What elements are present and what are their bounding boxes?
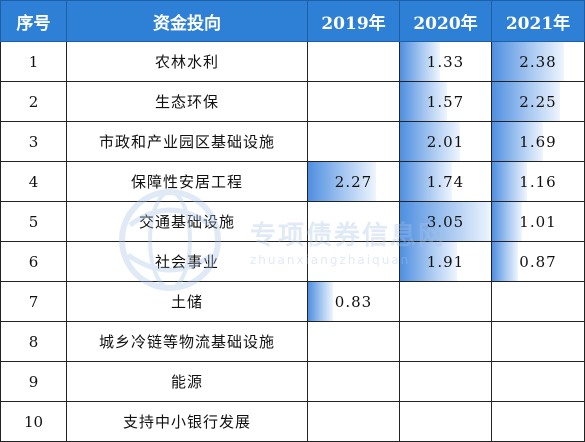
data-bar [492, 162, 527, 201]
cell-y2019 [307, 321, 400, 362]
cell-y2019 [307, 121, 400, 162]
cell-value: 2.38 [519, 52, 557, 71]
cell-y2021: 2.38 [491, 41, 585, 82]
data-bar [308, 162, 376, 201]
cell-y2019 [307, 401, 400, 442]
header-2021: 2021年 [491, 0, 585, 42]
row-index: 2 [0, 81, 67, 122]
cell-y2021: 2.25 [491, 81, 585, 122]
row-investment: 市政和产业园区基础设施 [66, 121, 308, 162]
row-investment: 社会事业 [66, 241, 308, 282]
cell-value: 2.27 [334, 172, 373, 191]
table-row: 6 社会事业 1.91 0.87 [0, 241, 585, 282]
row-index: 1 [0, 41, 67, 82]
cell-y2021: 1.69 [491, 121, 585, 162]
table-row: 7 土储 0.83 [0, 281, 585, 322]
cell-y2020: 1.33 [399, 41, 492, 82]
row-index: 7 [0, 281, 67, 322]
cell-value: 0.83 [334, 292, 373, 311]
cell-y2019 [307, 361, 400, 402]
row-investment: 保障性安居工程 [66, 161, 308, 202]
cell-value: 1.57 [426, 92, 465, 111]
header-2020: 2020年 [399, 0, 492, 42]
cell-y2020 [399, 401, 492, 442]
data-bar [492, 42, 564, 81]
cell-value: 3.05 [426, 212, 465, 231]
data-bar [492, 122, 543, 161]
cell-value: 2.25 [519, 92, 557, 111]
cell-y2020 [399, 281, 492, 322]
row-index: 8 [0, 321, 67, 362]
cell-y2021 [491, 281, 585, 322]
row-investment: 农林水利 [66, 41, 308, 82]
table-row: 4 保障性安居工程 2.27 1.74 1.16 [0, 161, 585, 202]
cell-y2021: 0.87 [491, 241, 585, 282]
cell-value: 1.16 [519, 172, 557, 191]
data-bar [400, 202, 491, 241]
row-index: 10 [0, 401, 67, 442]
data-bar [400, 42, 440, 81]
table-row: 8 城乡冷链等物流基础设施 [0, 321, 585, 362]
cell-value: 1.33 [426, 52, 465, 71]
data-bar [492, 202, 523, 241]
row-investment: 支持中小银行发展 [66, 401, 308, 442]
data-bar [400, 162, 452, 201]
cell-y2020: 1.91 [399, 241, 492, 282]
cell-y2020: 2.01 [399, 121, 492, 162]
cell-y2020 [399, 321, 492, 362]
cell-y2019 [307, 241, 400, 282]
cell-value: 1.74 [426, 172, 465, 191]
cell-y2020: 1.57 [399, 81, 492, 122]
row-investment: 城乡冷链等物流基础设施 [66, 321, 308, 362]
row-index: 3 [0, 121, 67, 162]
cell-y2019 [307, 81, 400, 122]
table-row: 3 市政和产业园区基础设施 2.01 1.69 [0, 121, 585, 162]
table-row: 1 农林水利 1.33 2.38 [0, 41, 585, 82]
table-row: 9 能源 [0, 361, 585, 402]
cell-y2021 [491, 401, 585, 442]
row-investment: 能源 [66, 361, 308, 402]
cell-y2021: 1.16 [491, 161, 585, 202]
data-bar [400, 82, 447, 121]
header-investment: 资金投向 [66, 0, 308, 42]
data-bar [400, 242, 457, 281]
cell-y2021: 1.01 [491, 201, 585, 242]
data-bar [492, 82, 560, 121]
header-index: 序号 [0, 0, 67, 42]
cell-y2019 [307, 201, 400, 242]
cell-value: 0.87 [519, 252, 557, 271]
row-index: 9 [0, 361, 67, 402]
cell-y2019 [307, 41, 400, 82]
cell-y2020: 1.74 [399, 161, 492, 202]
cell-y2020 [399, 361, 492, 402]
data-bar [400, 122, 460, 161]
cell-value: 1.69 [519, 132, 557, 151]
row-investment: 土储 [66, 281, 308, 322]
data-bar [492, 242, 519, 281]
header-row: 序号 资金投向 2019年 2020年 2021年 [0, 0, 585, 42]
cell-value: 1.91 [426, 252, 465, 271]
row-index: 4 [0, 161, 67, 202]
cell-y2021 [491, 361, 585, 402]
header-2019: 2019年 [307, 0, 400, 42]
cell-value: 2.01 [426, 132, 465, 151]
row-index: 5 [0, 201, 67, 242]
table-row: 5 交通基础设施 3.05 1.01 [0, 201, 585, 242]
data-bar [308, 282, 333, 321]
cell-value: 1.01 [519, 212, 557, 231]
row-investment: 交通基础设施 [66, 201, 308, 242]
table-row: 2 生态环保 1.57 2.25 [0, 81, 585, 122]
cell-y2021 [491, 321, 585, 362]
cell-y2019: 2.27 [307, 161, 400, 202]
cell-y2019: 0.83 [307, 281, 400, 322]
cell-y2020: 3.05 [399, 201, 492, 242]
row-index: 6 [0, 241, 67, 282]
row-investment: 生态环保 [66, 81, 308, 122]
table-row: 10 支持中小银行发展 [0, 401, 585, 442]
